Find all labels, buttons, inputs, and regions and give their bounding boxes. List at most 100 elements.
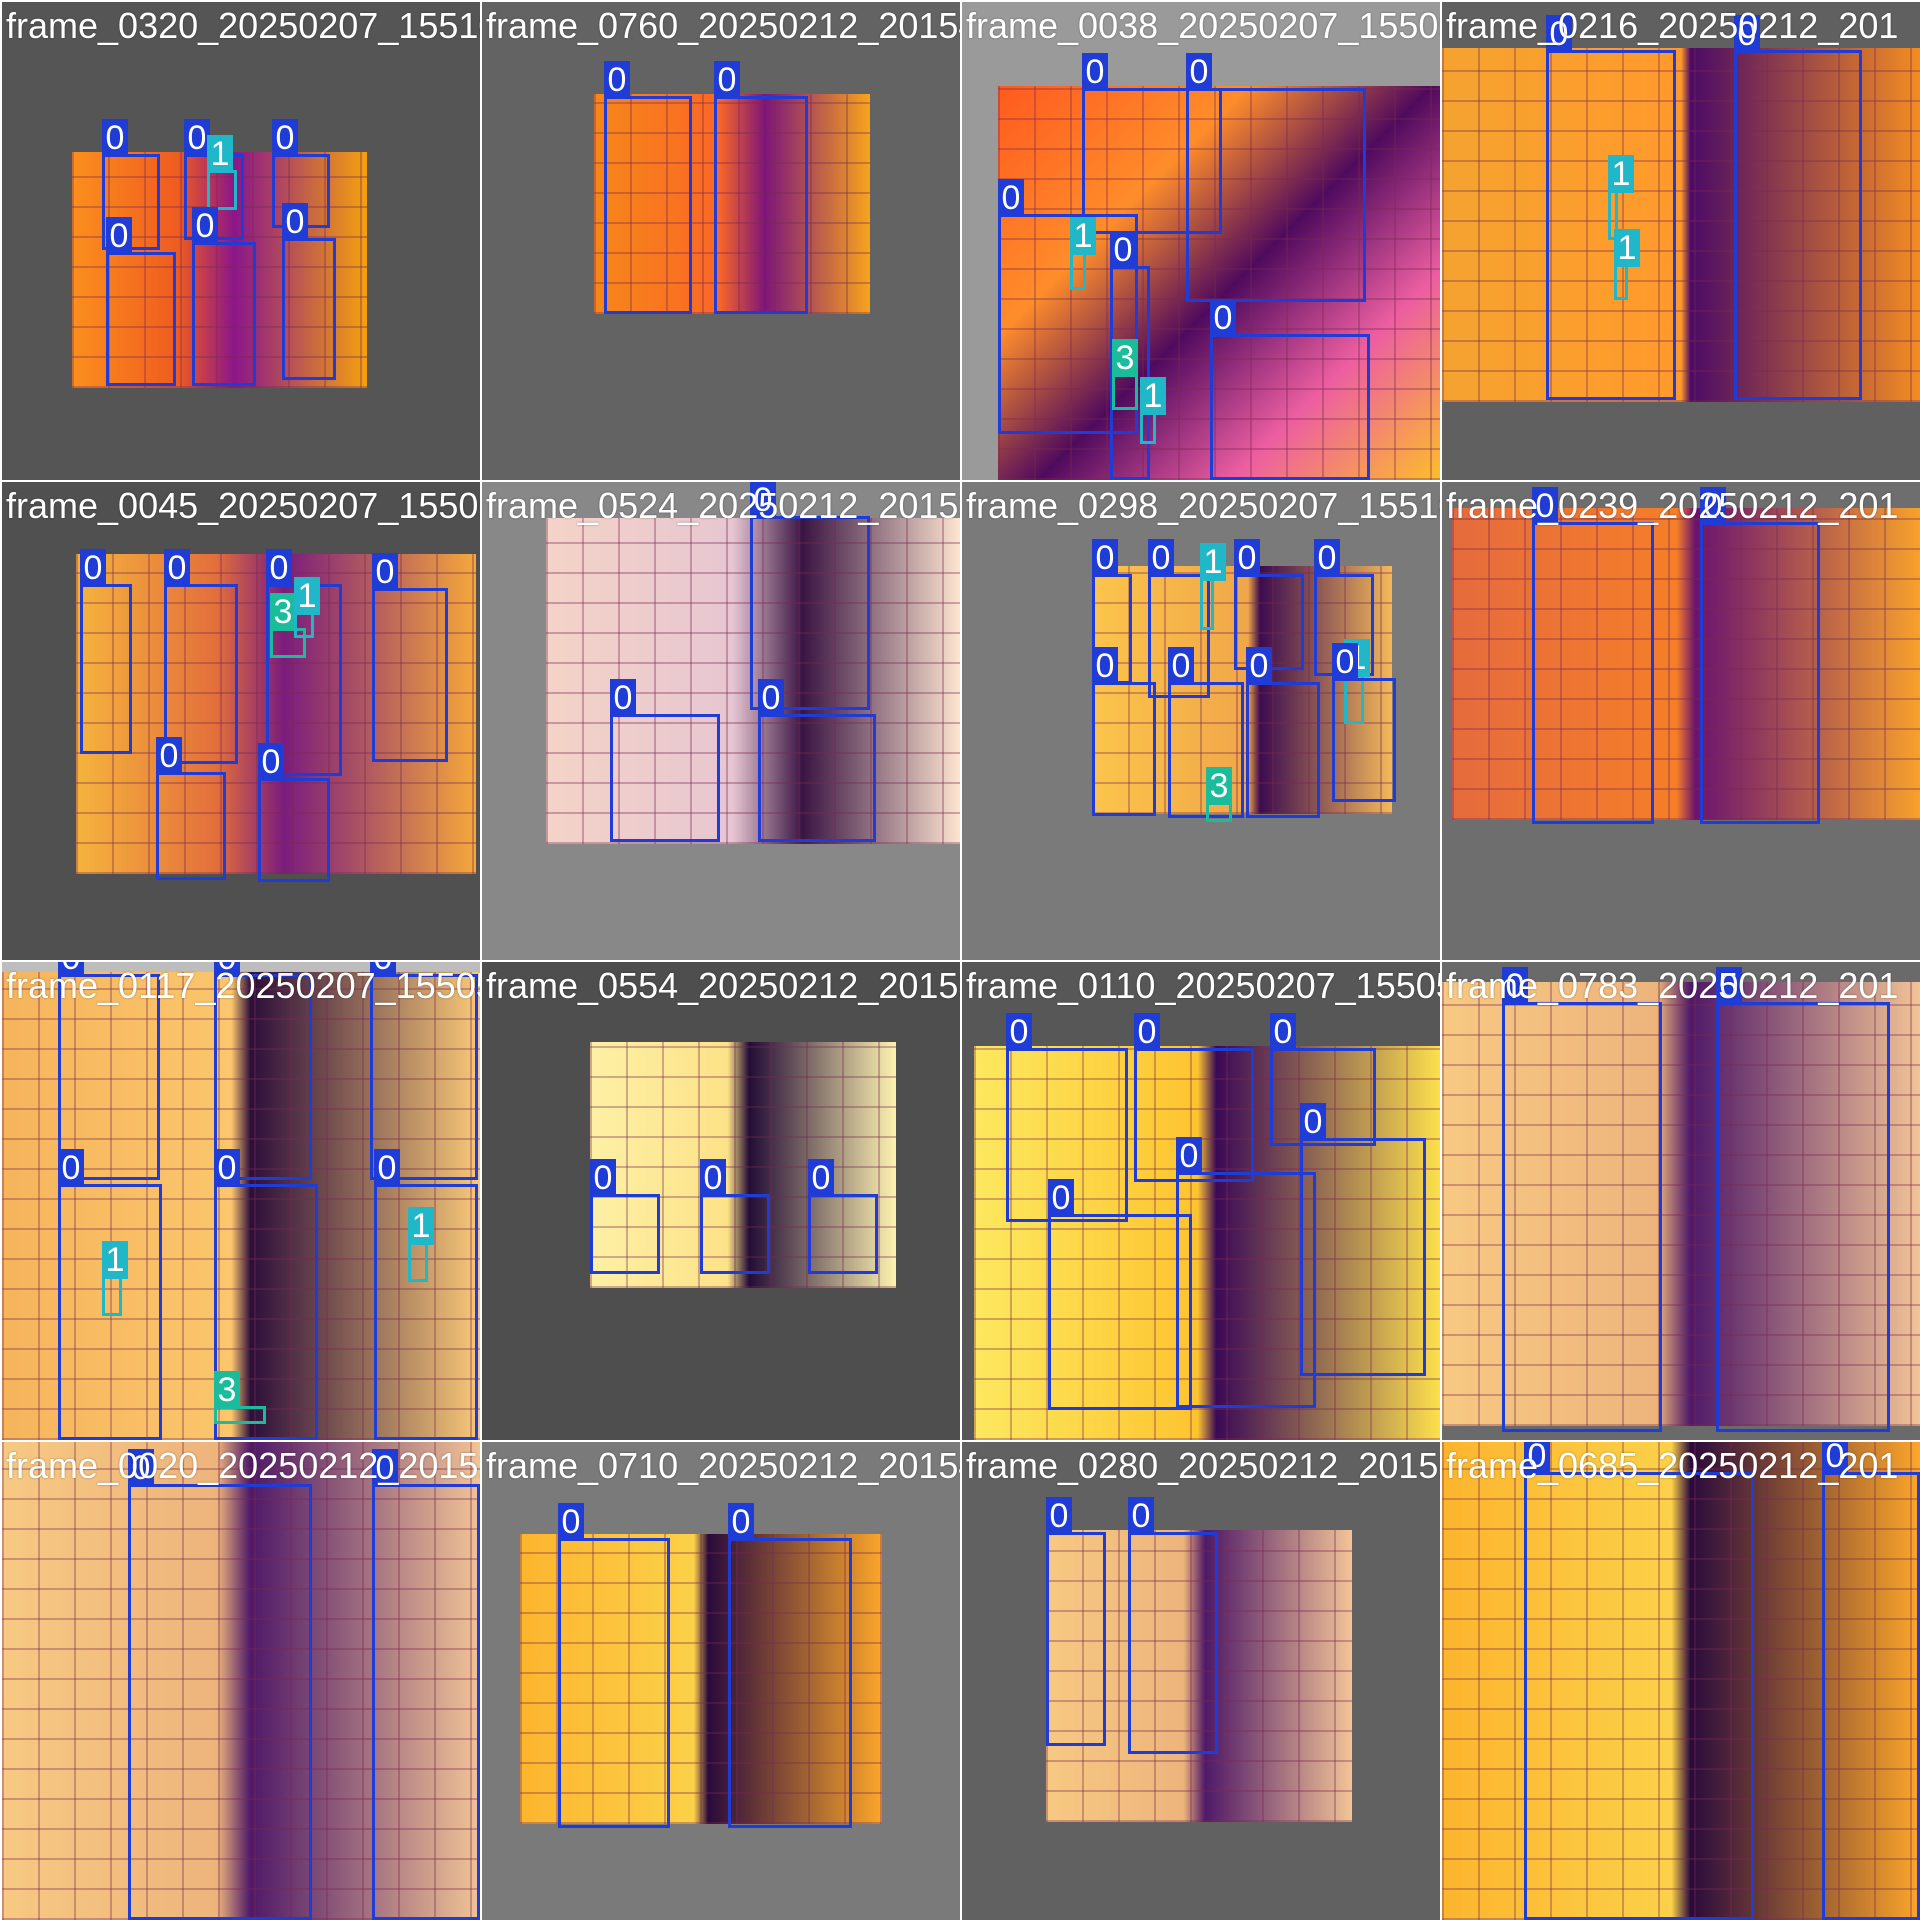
detection-class-label: 0	[1110, 231, 1136, 269]
detection-class-label: 0	[282, 203, 308, 241]
detection-class-label: 0	[1314, 539, 1340, 577]
detection-box: 0	[156, 737, 226, 880]
detection-class-label: 3	[270, 593, 296, 631]
detection-class-label: 0	[156, 737, 182, 775]
detection-box: 0	[700, 1159, 770, 1274]
panel-grid	[1442, 982, 1920, 1426]
detection-box: 0	[1128, 1497, 1218, 1754]
detection-box: 0	[372, 1449, 480, 1920]
detection-class-label: 0	[1134, 1013, 1160, 1051]
detection-class-label: 3	[1112, 339, 1138, 377]
detection-box: 1	[408, 1207, 434, 1282]
detection-class-label: 0	[1082, 53, 1108, 91]
tile-filename: frame_0554_20250212_201539.jpeg	[486, 965, 960, 1006]
detection-box: 0	[1210, 299, 1370, 480]
detection-class-label: 3	[214, 1371, 240, 1409]
detection-box: 1	[207, 135, 237, 210]
detection-class-label: 0	[1092, 539, 1118, 577]
detection-class-label: 0	[214, 1149, 240, 1187]
detection-box: 0	[1246, 647, 1320, 818]
detection-class-label: 0	[1046, 1497, 1072, 1535]
thermal-image	[1442, 48, 1920, 402]
thermal-image	[1046, 1530, 1352, 1822]
detection-box: 1	[1614, 229, 1640, 300]
detection-class-label: 0	[1270, 1013, 1296, 1051]
detection-box: 0	[258, 743, 330, 882]
tile-filename: frame_0216_20250212_201	[1446, 5, 1899, 46]
detection-box: 0	[1046, 1497, 1106, 1746]
detection-box: 0	[1082, 53, 1222, 234]
detection-box: 0	[1176, 1137, 1316, 1408]
tile-filename: frame_0710_20250212_201546.jpeg	[486, 1445, 960, 1486]
detection-box: 0	[58, 962, 160, 1180]
detection-box: 0	[998, 179, 1138, 434]
detection-box: 0	[1700, 487, 1820, 824]
detection-class-label: 0	[1176, 1137, 1202, 1175]
detection-box: 1	[1200, 543, 1226, 630]
tile-filename: frame_0524_20250212_201538.jpeg	[486, 485, 960, 526]
tile-filename: frame_0020_20250212_201520.jpeg	[6, 1445, 480, 1486]
detection-class-label: 0	[1502, 967, 1528, 1005]
detection-class-label: 0	[1332, 643, 1358, 681]
detection-box: 0	[1270, 1013, 1376, 1146]
tile-filename: frame_0783_20250212_201	[1446, 965, 1899, 1006]
detection-class-label: 0	[128, 1449, 154, 1487]
detection-box: 0	[214, 962, 312, 1180]
detection-box: 0	[1048, 1179, 1192, 1410]
thermal-image	[1452, 508, 1920, 820]
detection-box: 0	[758, 679, 876, 842]
detection-class-label: 0	[558, 1503, 584, 1541]
detection-box: 0	[1148, 539, 1210, 698]
mosaic-tile: 0 0 frame_0239_20250212_201	[1442, 482, 1920, 960]
detection-box: 0	[558, 1503, 670, 1828]
detection-class-label: 0	[184, 119, 210, 157]
detection-box: 0	[370, 962, 478, 1180]
detection-class-label: 1	[1608, 155, 1634, 193]
detection-class-label: 0	[1210, 299, 1236, 337]
detection-class-label: 0	[1168, 647, 1194, 685]
mosaic-tile: 0 0 frame_0685_20250212_201	[1442, 1442, 1920, 1920]
mosaic-tile: 0 0 frame_0760_20250212_201548.jpeg	[482, 2, 960, 480]
detection-box: 0	[728, 1503, 852, 1828]
detection-class-label: 0	[58, 962, 84, 977]
detection-class-label: 0	[58, 1149, 84, 1187]
panel-grid	[2, 972, 480, 1440]
panel-grid	[520, 1534, 882, 1824]
thermal-image	[974, 1046, 1440, 1440]
detection-box: 1	[294, 577, 320, 638]
detection-box: 0	[102, 119, 160, 250]
detection-box: 0	[610, 679, 720, 842]
detection-class-label: 0	[1734, 15, 1760, 53]
detection-box: 0	[1300, 1103, 1426, 1376]
detection-class-label: 0	[164, 549, 190, 587]
detection-class-label: 0	[80, 549, 106, 587]
detection-class-label: 3	[1206, 767, 1232, 805]
detection-class-label: 0	[714, 61, 740, 99]
detection-box: 0	[1332, 643, 1396, 802]
detection-box: 0	[750, 482, 870, 710]
detection-box: 0	[714, 61, 808, 314]
detection-box: 0	[374, 1149, 478, 1440]
detection-box: 0	[1110, 231, 1150, 480]
detection-class-label: 0	[1532, 487, 1558, 525]
detection-class-label: 0	[372, 1449, 398, 1487]
tile-filename: frame_0685_20250212_201	[1446, 1445, 1899, 1486]
detection-box: 3	[1112, 339, 1138, 410]
detection-box: 0	[1524, 1442, 1754, 1920]
detection-class-label: 0	[1092, 647, 1118, 685]
detection-class-label: 1	[1140, 377, 1166, 415]
detection-class-label: 0	[1006, 1013, 1032, 1051]
detection-box: 0	[58, 1149, 162, 1440]
mosaic-tile: 00100000103frame_0298_20250207_155101.jp…	[962, 482, 1440, 960]
detection-class-label: 0	[750, 482, 776, 519]
detection-box: 0	[106, 217, 176, 386]
detection-class-label: 0	[808, 1159, 834, 1197]
detection-class-label: 0	[1148, 539, 1174, 577]
detection-box: 0	[590, 1159, 660, 1274]
detection-class-label: 1	[1070, 217, 1096, 255]
detection-class-label: 0	[1700, 487, 1726, 525]
mosaic-tile: 0 0 frame_0710_20250212_201546.jpeg	[482, 1442, 960, 1920]
mosaic-tile: 0 0 0 0 0 0 frame_0110_20250207_155058.jpeg	[962, 962, 1440, 1440]
